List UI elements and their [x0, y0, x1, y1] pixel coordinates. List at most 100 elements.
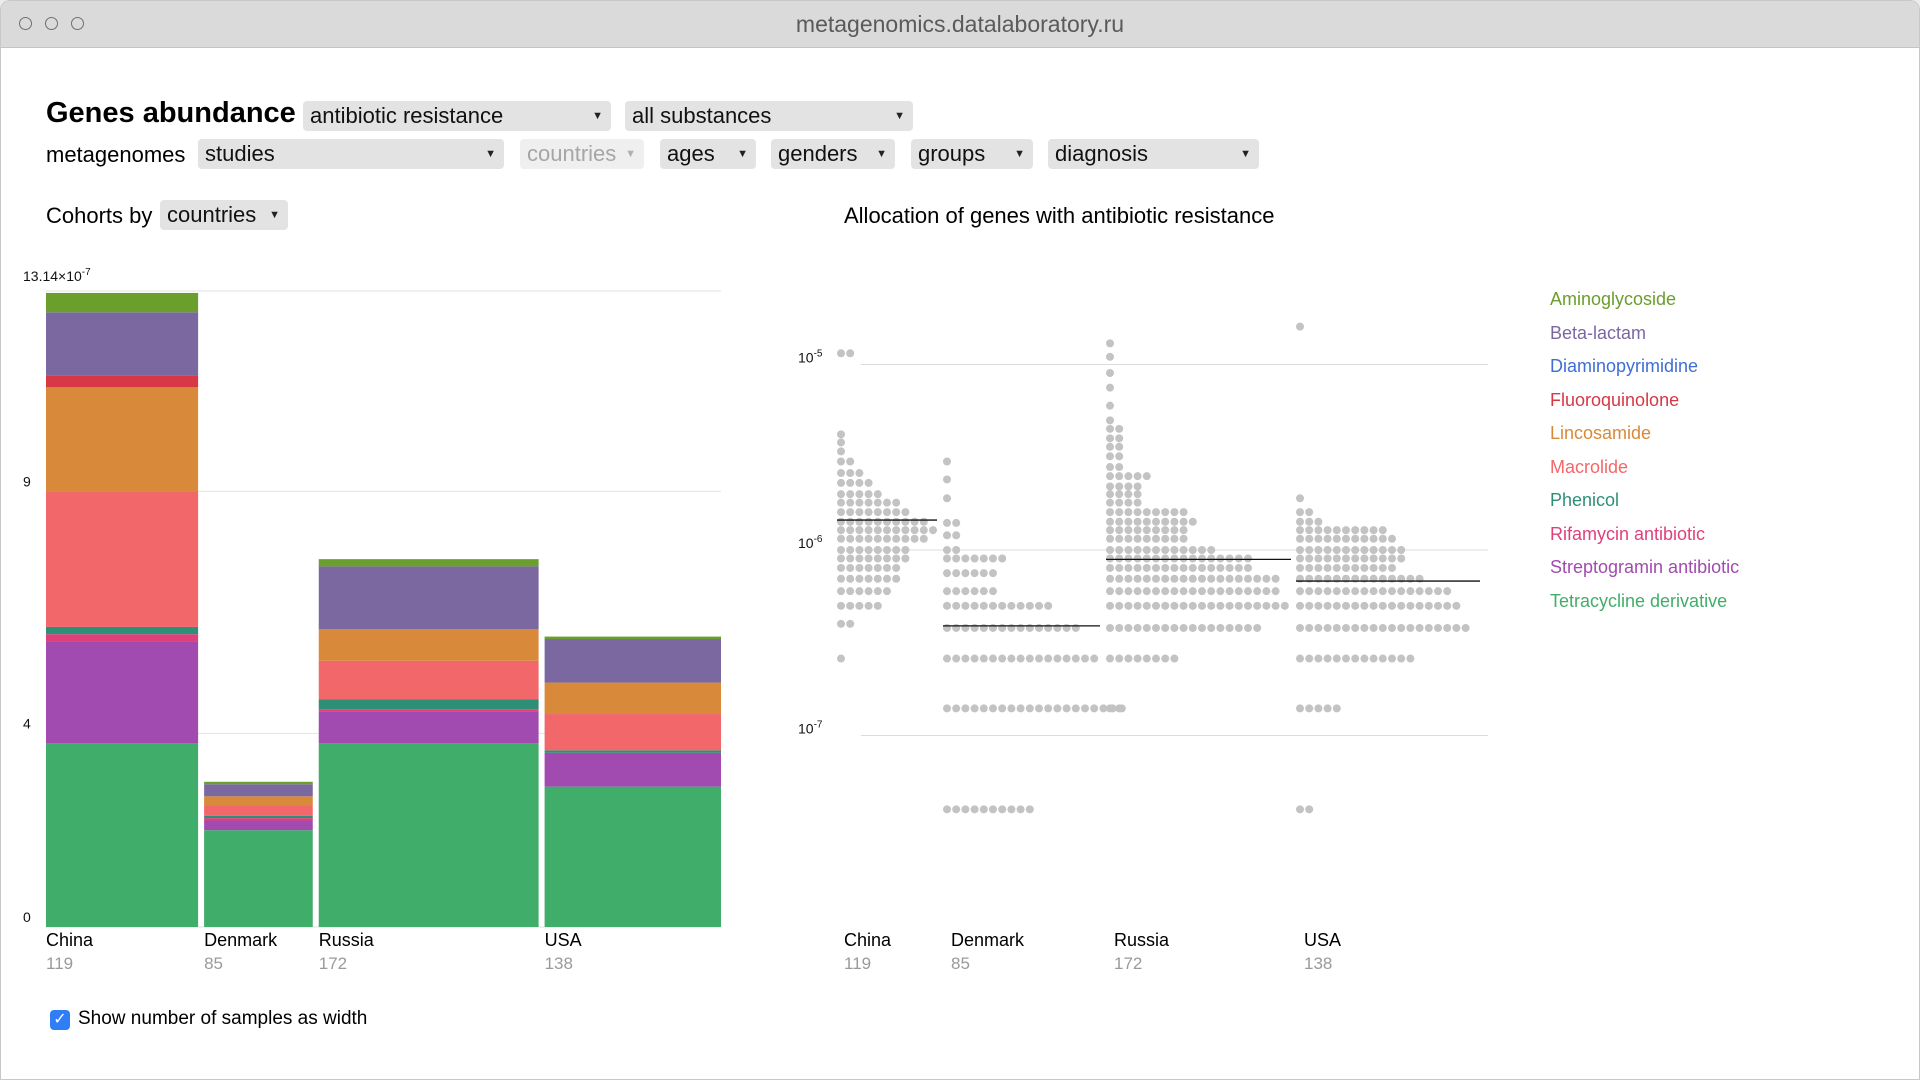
bar-category-label: Russia [319, 930, 375, 950]
chevron-down-icon: ▼ [876, 148, 887, 160]
sample-point [1305, 534, 1314, 543]
sample-point [1106, 601, 1114, 610]
sample-point [1314, 526, 1323, 535]
legend-item-aminoglycoside[interactable]: Aminoglycoside [1550, 289, 1677, 309]
sample-point [1225, 554, 1234, 563]
sample-point [901, 546, 910, 554]
sample-point [1360, 623, 1369, 632]
sample-point [1351, 546, 1360, 554]
legend-item-phenicol[interactable]: Phenicol [1550, 490, 1620, 510]
sample-point [1323, 563, 1332, 572]
sample-point [1434, 587, 1442, 596]
sample-point [1117, 704, 1126, 713]
sample-point [943, 546, 951, 554]
sample-point [1170, 587, 1179, 596]
sample-point [837, 469, 845, 478]
sample-point [1351, 654, 1360, 663]
sample-point [837, 438, 845, 447]
sample-point [1351, 534, 1360, 543]
sample-point [1244, 574, 1252, 583]
sample-point [883, 546, 891, 554]
show-width-checkbox[interactable]: ✓ [50, 1010, 70, 1030]
sample-point [1397, 601, 1406, 610]
sample-point [883, 526, 891, 535]
sample-point [1378, 534, 1387, 543]
zoom-window-button[interactable] [71, 17, 84, 30]
sample-point [892, 517, 901, 526]
sample-point [1225, 563, 1234, 572]
groups-select[interactable]: groups ▼ [911, 139, 1033, 169]
sample-point [1369, 587, 1378, 596]
sample-point [1360, 654, 1369, 663]
sample-point [919, 534, 928, 543]
cohorts-label: Cohorts by [46, 203, 153, 228]
sample-point [1106, 574, 1114, 583]
sample-point [1179, 546, 1188, 554]
studies-select[interactable]: studies ▼ [198, 139, 504, 169]
legend-item-streptogramin-antibiotic[interactable]: Streptogramin antibiotic [1550, 557, 1740, 577]
sample-point [1360, 587, 1369, 596]
genders-select[interactable]: genders ▼ [771, 139, 895, 169]
legend-item-fluoroquinolone[interactable]: Fluoroquinolone [1550, 389, 1680, 410]
stacked-bar-chart: 0 4 9 13.14×10-7 China 119 Denmark 85 Russia 172 U… [23, 267, 721, 973]
sample-point [1216, 623, 1225, 632]
legend-item-macrolide[interactable]: Macrolide [1550, 456, 1629, 477]
sample-point [1133, 517, 1142, 526]
substance-select[interactable]: all substances ▼ [625, 101, 913, 131]
sample-point [1216, 554, 1225, 563]
sample-point [1161, 526, 1170, 535]
sample-point [1124, 563, 1133, 572]
legend-item-lincosamide[interactable]: Lincosamide [1550, 423, 1652, 443]
diagnosis-select[interactable]: diagnosis ▼ [1048, 139, 1259, 169]
chevron-down-icon: ▼ [1240, 148, 1251, 160]
sample-point [1133, 482, 1142, 491]
legend-item-diaminopyrimidine[interactable]: Diaminopyrimidine [1550, 356, 1699, 376]
sample-point [1397, 554, 1406, 563]
bar-segment-phenicol [46, 626, 199, 635]
sample-point [1106, 490, 1114, 499]
sample-point [892, 508, 901, 517]
sample-point [1007, 654, 1016, 663]
countries-filter-select[interactable]: countries ▼ [520, 139, 644, 169]
dot-sample-count: 119 [844, 954, 871, 973]
sample-point [1323, 623, 1332, 632]
category-select[interactable]: antibiotic resistance ▼ [303, 101, 611, 131]
sample-point [1296, 623, 1304, 632]
close-window-button[interactable] [19, 17, 32, 30]
sample-point [864, 587, 873, 596]
legend-item-rifamycin-antibiotic[interactable]: Rifamycin antibiotic [1550, 523, 1706, 544]
sample-point [1253, 574, 1262, 583]
sample-point [1152, 654, 1160, 663]
sample-point [1179, 587, 1188, 596]
ages-select[interactable]: ages ▼ [660, 139, 756, 169]
minimize-window-button[interactable] [45, 17, 58, 30]
sample-point [1351, 554, 1360, 563]
sample-point [864, 574, 873, 583]
cohorts-select[interactable]: countries ▼ [160, 200, 288, 230]
sample-point [1332, 554, 1341, 563]
sample-point [1207, 574, 1216, 583]
bar-category-label: Denmark [204, 930, 278, 950]
sample-point [873, 554, 882, 563]
sample-point [1388, 554, 1396, 563]
sample-point [1234, 574, 1243, 583]
legend-item-beta-lactam[interactable]: Beta-lactam [1550, 322, 1647, 343]
sample-point [1161, 534, 1170, 543]
sample-point [1115, 623, 1124, 632]
show-width-label[interactable]: Show number of samples as width [78, 1008, 368, 1029]
sample-point [919, 526, 928, 535]
sample-point [1296, 517, 1304, 526]
sample-point [1188, 601, 1197, 610]
sample-point [1124, 574, 1133, 583]
sample-point [855, 478, 864, 487]
sample-point [1106, 534, 1114, 543]
sample-point [1142, 517, 1151, 526]
sample-point [873, 587, 882, 596]
sample-point [1106, 587, 1114, 596]
sample-point [1142, 526, 1151, 535]
sample-point [1198, 574, 1206, 583]
sample-point [883, 498, 891, 507]
legend-item-tetracycline-derivative[interactable]: Tetracycline derivative [1550, 590, 1728, 611]
sample-point [1115, 574, 1124, 583]
